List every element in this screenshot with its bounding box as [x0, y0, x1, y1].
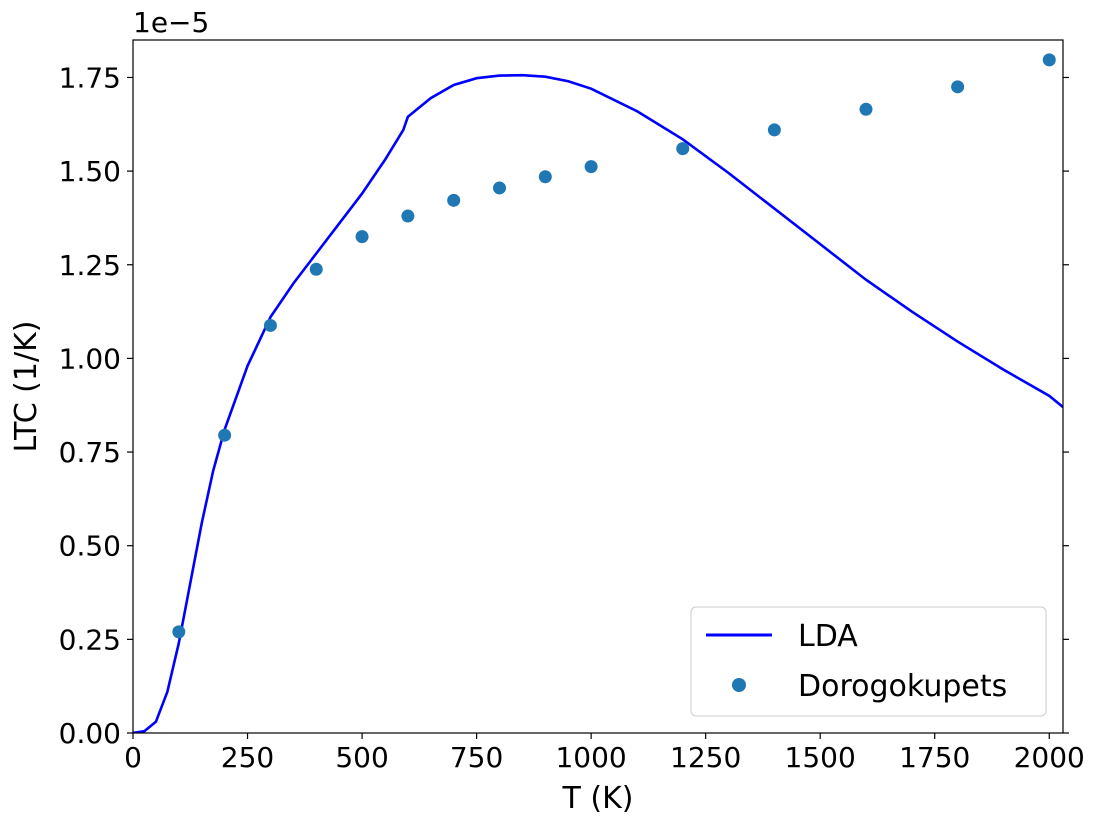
data-point-dorogokupets	[172, 625, 186, 639]
data-point-dorogokupets	[767, 123, 781, 137]
data-point-dorogokupets	[676, 142, 690, 156]
data-point-dorogokupets	[951, 80, 965, 94]
data-point-dorogokupets	[1042, 53, 1056, 67]
y-tick-label: 0.50	[59, 530, 121, 563]
data-point-dorogokupets	[263, 318, 277, 332]
data-point-dorogokupets	[218, 428, 232, 442]
data-point-dorogokupets	[309, 262, 323, 276]
x-tick-label: 1250	[670, 741, 741, 774]
y-offset-label: 1e−5	[133, 6, 209, 39]
data-point-dorogokupets	[355, 230, 369, 244]
legend-box	[690, 606, 1047, 717]
plot-area	[133, 53, 1063, 733]
y-tick-label: 1.50	[59, 155, 121, 188]
axes-frame	[132, 39, 1064, 734]
x-tick-label: 1500	[785, 741, 856, 774]
x-tick-label: 0	[124, 741, 142, 774]
y-axis-label: LTC (1/K)	[9, 321, 44, 453]
y-tick-label: 1.00	[59, 342, 121, 375]
legend-label-dorogokupets: Dorogokupets	[798, 669, 1007, 704]
x-tick-label: 1000	[555, 741, 626, 774]
x-tick-label: 500	[335, 741, 388, 774]
data-point-dorogokupets	[493, 181, 507, 195]
data-point-dorogokupets	[584, 160, 598, 174]
axis-ticks: 0 250 500 750 1000 1250 1500 1750 2000 0.00 0.25 0.…	[59, 61, 1085, 774]
x-tick-label: 2000	[1014, 741, 1085, 774]
data-point-dorogokupets	[859, 102, 873, 116]
data-point-dorogokupets	[401, 209, 415, 223]
legend-marker-swatch	[732, 678, 746, 692]
x-tick-label: 1750	[899, 741, 970, 774]
y-tick-label: 0.25	[59, 623, 121, 656]
data-point-dorogokupets	[538, 170, 552, 184]
x-tick-label: 750	[450, 741, 503, 774]
x-tick-label: 250	[221, 741, 274, 774]
data-point-dorogokupets	[447, 193, 461, 207]
y-tick-label: 1.25	[59, 249, 121, 282]
legend: LDA Dorogokupets	[690, 606, 1047, 717]
x-axis-label: T (K)	[562, 781, 634, 816]
y-tick-label: 1.75	[59, 61, 121, 94]
y-tick-label: 0.75	[59, 436, 121, 469]
series-line-lda	[133, 73, 1063, 733]
y-tick-label: 0.00	[59, 717, 121, 750]
legend-label-lda: LDA	[798, 619, 858, 654]
